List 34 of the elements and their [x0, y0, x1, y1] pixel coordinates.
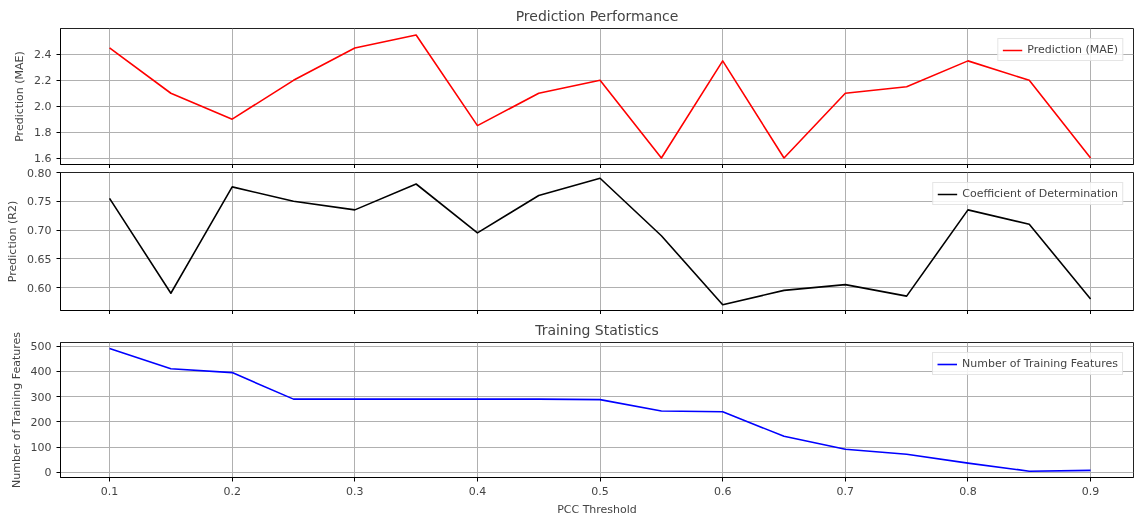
- x-tick-label: 0.4: [468, 484, 487, 498]
- x-tick-label: 0.8: [959, 484, 977, 498]
- y-tick-label: 1.6: [34, 152, 52, 166]
- y-tick-label: 100: [30, 441, 52, 455]
- y-tick-label: 2.4: [34, 48, 52, 62]
- y-tick-label: 0.80: [27, 166, 52, 180]
- y-tick-label: 400: [30, 365, 52, 379]
- x-tick-label: 0.2: [223, 484, 241, 498]
- x-tick-label: 0.1: [100, 484, 119, 498]
- y-tick-label: 2.0: [34, 100, 52, 114]
- x-tick-label: 0.7: [836, 484, 855, 498]
- y-tick-label: 0.65: [27, 252, 52, 266]
- x-tick-label: 0.5: [591, 484, 609, 498]
- y-tick-label: 300: [30, 390, 52, 404]
- chart-title: Training Statistics: [534, 321, 659, 338]
- y-axis-title: Prediction (R2): [6, 200, 20, 283]
- x-tick-label: 0.3: [346, 484, 364, 498]
- y-tick-label: 200: [30, 415, 52, 429]
- x-tick-label: 0.6: [713, 484, 732, 498]
- y-axis-title: Prediction (MAE): [13, 51, 27, 142]
- y-tick-label: 0.75: [27, 195, 52, 209]
- y-tick-label: 0.70: [27, 224, 52, 237]
- y-tick-label: 500: [30, 340, 52, 354]
- y-tick-label: 1.8: [34, 126, 52, 140]
- chart-title: Prediction Performance: [515, 7, 679, 24]
- x-tick-label: 0.9: [1081, 484, 1100, 498]
- y-tick-label: 2.2: [34, 74, 52, 88]
- legend-label: Coefficient of Determination: [962, 187, 1118, 200]
- y-axis-title: Number of Training Features: [9, 331, 23, 488]
- y-tick-label: 0.60: [27, 281, 52, 295]
- y-tick-label: 0: [44, 466, 52, 480]
- x-axis-title: PCC Threshold: [557, 502, 637, 516]
- legend-label: Prediction (MAE): [1027, 43, 1118, 56]
- legend-label: Number of Training Features: [962, 357, 1118, 370]
